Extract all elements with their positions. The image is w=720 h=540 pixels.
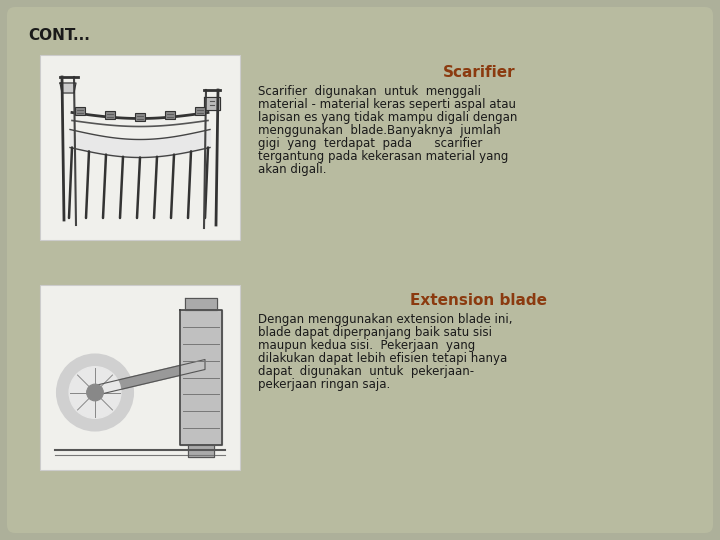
Text: dilakukan dapat lebih efisien tetapi hanya: dilakukan dapat lebih efisien tetapi han… [258, 352, 508, 365]
Text: Dengan menggunakan extension blade ini,: Dengan menggunakan extension blade ini, [258, 313, 513, 326]
FancyBboxPatch shape [75, 106, 85, 114]
Text: material - material keras seperti aspal atau: material - material keras seperti aspal … [258, 98, 516, 111]
Polygon shape [60, 83, 76, 93]
FancyBboxPatch shape [165, 111, 175, 119]
Text: Scarifier  digunakan  untuk  menggali: Scarifier digunakan untuk menggali [258, 85, 481, 98]
Polygon shape [95, 360, 205, 395]
Text: tergantung pada kekerasan material yang: tergantung pada kekerasan material yang [258, 150, 508, 163]
Circle shape [69, 367, 121, 418]
FancyBboxPatch shape [40, 285, 240, 470]
Polygon shape [188, 445, 214, 457]
Text: blade dapat diperpanjang baik satu sisi: blade dapat diperpanjang baik satu sisi [258, 326, 492, 339]
Text: dapat  digunakan  untuk  pekerjaan-: dapat digunakan untuk pekerjaan- [258, 365, 474, 378]
Text: menggunakan  blade.Banyaknya  jumlah: menggunakan blade.Banyaknya jumlah [258, 124, 500, 137]
FancyBboxPatch shape [135, 112, 145, 120]
Circle shape [57, 354, 133, 430]
Text: lapisan es yang tidak mampu digali dengan: lapisan es yang tidak mampu digali denga… [258, 111, 518, 124]
FancyBboxPatch shape [7, 7, 713, 533]
FancyBboxPatch shape [40, 55, 240, 240]
Text: CONT...: CONT... [28, 28, 90, 43]
FancyBboxPatch shape [195, 106, 205, 114]
Text: Scarifier: Scarifier [443, 65, 516, 80]
Polygon shape [185, 298, 217, 310]
Text: Extension blade: Extension blade [410, 293, 547, 308]
Text: pekerjaan ringan saja.: pekerjaan ringan saja. [258, 378, 390, 391]
FancyBboxPatch shape [105, 111, 115, 119]
Polygon shape [204, 97, 220, 110]
Polygon shape [180, 310, 222, 445]
Text: gigi  yang  terdapat  pada      scarifier: gigi yang terdapat pada scarifier [258, 137, 482, 150]
Circle shape [86, 384, 104, 401]
Text: akan digali.: akan digali. [258, 163, 326, 176]
Text: maupun kedua sisi.  Pekerjaan  yang: maupun kedua sisi. Pekerjaan yang [258, 339, 475, 352]
